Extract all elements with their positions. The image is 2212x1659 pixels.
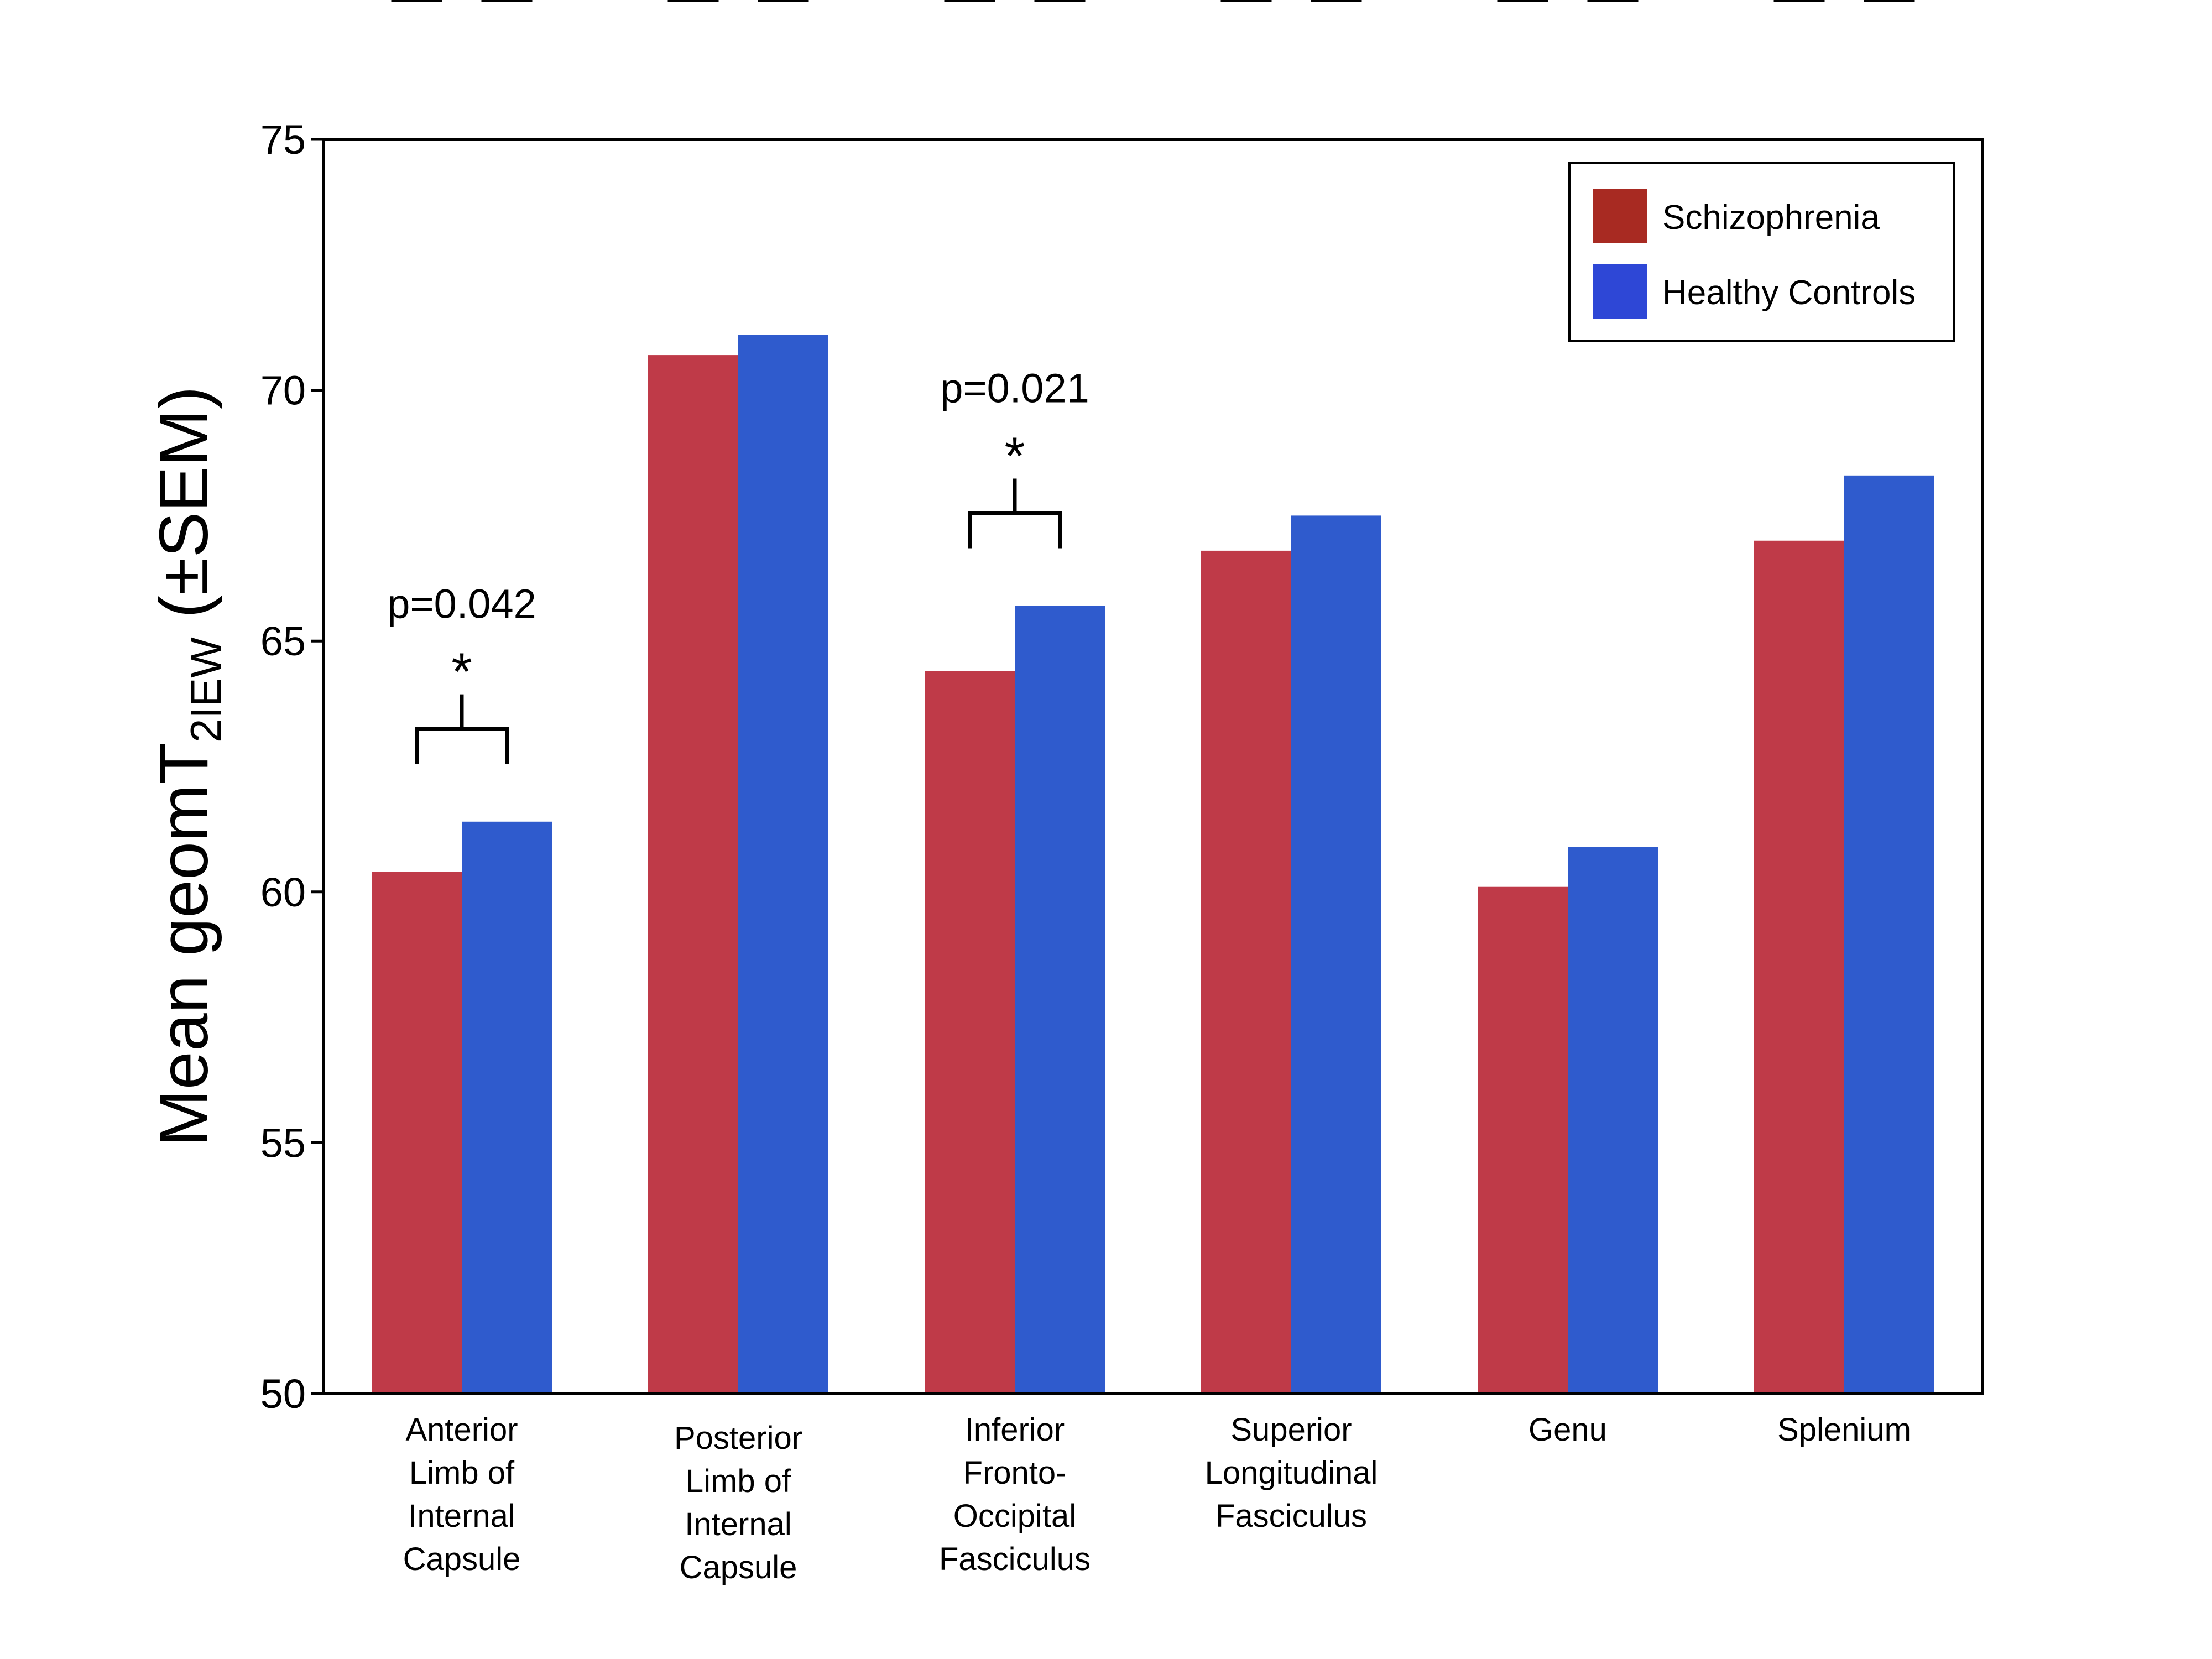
x-category-label-line: Limb of <box>686 1463 791 1499</box>
bar-schizophrenia-2 <box>925 671 1015 1394</box>
x-category-label-line: Capsule <box>403 1541 521 1577</box>
significance-star-0: * <box>451 643 472 702</box>
bar-schizophrenia-5 <box>1754 540 1844 1394</box>
y-tick-label-70: 70 <box>260 368 306 414</box>
x-category-label-line: Fasciculus <box>939 1541 1091 1577</box>
x-category-label-line: Internal <box>408 1498 515 1534</box>
y-axis-label: Mean geomT2IEW (±SEM) <box>146 386 230 1146</box>
x-category-label-0: Anterior Limb of Internal Capsule <box>403 1412 521 1577</box>
significance-bracket-0 <box>415 727 509 764</box>
y-tick-label-75: 75 <box>260 117 306 163</box>
x-category-label-line: Inferior <box>965 1412 1065 1448</box>
significance-star-2: * <box>1004 427 1025 486</box>
x-axis-category-labels: Anterior Limb of Internal Capsule Posterior L… <box>403 1412 1911 1585</box>
x-category-label-line: Anterior <box>405 1412 518 1448</box>
significance-annotations: * p=0.042 * p=0.021 <box>387 366 1089 764</box>
bar-schizophrenia-1 <box>648 355 738 1394</box>
plot-frame <box>322 138 1984 1395</box>
bar-healthy-controls-4 <box>1568 847 1658 1394</box>
legend-swatch-schizophrenia <box>1593 189 1647 243</box>
bar-healthy-controls-2 <box>1015 606 1105 1394</box>
x-category-label-2: Inferior Fronto- Occipital Fasciculus <box>939 1412 1091 1577</box>
p-value-label-2: p=0.021 <box>940 366 1089 411</box>
legend: Schizophrenia Healthy Controls <box>1568 162 1955 342</box>
x-category-label-line: Superior <box>1230 1412 1352 1448</box>
y-tick-label-55: 55 <box>260 1120 306 1166</box>
bar-schizophrenia-3 <box>1201 550 1291 1394</box>
x-category-label-line: Splenium <box>1777 1412 1911 1448</box>
x-category-label-line: Capsule <box>680 1550 797 1585</box>
bar-healthy-controls-5 <box>1844 475 1934 1394</box>
x-category-label-line: Occipital <box>953 1498 1076 1534</box>
significance-bracket-2 <box>968 511 1062 549</box>
x-category-label-line: Genu <box>1528 1412 1607 1448</box>
x-category-label-line: Longitudinal <box>1205 1455 1378 1491</box>
p-value-label-0: p=0.042 <box>387 581 536 627</box>
x-category-label-line: Fronto- <box>963 1455 1067 1491</box>
x-category-label-line: Limb of <box>409 1455 515 1491</box>
x-category-label-line: Fasciculus <box>1215 1498 1367 1534</box>
legend-label-healthy-controls: Healthy Controls <box>1662 274 1916 312</box>
x-category-label-1: Posterior Limb of Internal Capsule <box>674 1420 802 1585</box>
legend-swatch-healthy-controls <box>1593 264 1647 319</box>
x-category-label-4: Genu <box>1528 1412 1607 1448</box>
bar-healthy-controls-0 <box>462 821 552 1394</box>
y-axis-label-subscript: 2IEW <box>181 637 230 743</box>
x-category-label-3: Superior Longitudinal Fasciculus <box>1205 1412 1378 1534</box>
bar-healthy-controls-3 <box>1291 515 1381 1394</box>
bars-layer <box>372 335 1934 1394</box>
bar-schizophrenia-0 <box>372 872 462 1394</box>
x-category-label-line: Internal <box>685 1506 791 1542</box>
legend-label-schizophrenia: Schizophrenia <box>1662 199 1880 237</box>
y-axis-label-prefix: Mean geomT <box>146 743 222 1147</box>
bar-healthy-controls-1 <box>738 335 828 1394</box>
y-axis-label-suffix: (±SEM) <box>146 386 222 637</box>
x-category-label-line: Posterior <box>674 1420 802 1456</box>
x-category-label-5: Splenium <box>1777 1412 1911 1448</box>
bar-schizophrenia-4 <box>1478 886 1568 1394</box>
y-tick-label-50: 50 <box>260 1371 306 1417</box>
y-tick-label-60: 60 <box>260 869 306 915</box>
y-axis-ticks: 50 55 60 65 70 75 <box>260 117 324 1417</box>
y-tick-label-65: 65 <box>260 618 306 664</box>
